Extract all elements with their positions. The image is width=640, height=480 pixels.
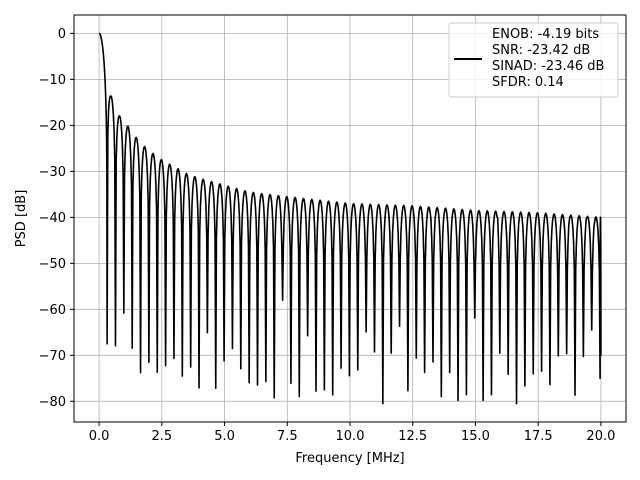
- legend: ENOB: -4.19 bits SNR: -23.42 dB SINAD: -…: [448, 22, 619, 98]
- y-tick-label: −50: [39, 257, 66, 272]
- x-tick-label: 20.0: [586, 429, 615, 444]
- x-tick-label: 12.5: [398, 429, 427, 444]
- y-tick-label: −40: [39, 211, 66, 226]
- x-tick-label: 2.5: [151, 429, 172, 444]
- x-tick-label: 5.0: [214, 429, 235, 444]
- x-tick-label: 15.0: [461, 429, 490, 444]
- x-axis-label: Frequency [MHz]: [295, 451, 404, 466]
- x-tick-label: 0.0: [89, 429, 110, 444]
- y-tick-label: −10: [39, 73, 66, 88]
- y-axis-label: PSD [dB]: [14, 190, 29, 248]
- axis-ticks: 0.0 2.5 5.0 7.5 10.0 12.5 15.0 17.5 20.0 0 −10 −20 −…: [39, 27, 616, 444]
- x-tick-label: 7.5: [277, 429, 298, 444]
- psd-line: [98, 32, 602, 405]
- legend-snr: SNR: -23.42 dB: [492, 43, 590, 58]
- legend-enob: ENOB: -4.19 bits: [492, 27, 599, 42]
- legend-box: [448, 22, 619, 98]
- x-tick-label: 10.0: [336, 429, 365, 444]
- y-tick-label: −70: [39, 349, 66, 364]
- legend-sinad: SINAD: -23.46 dB: [492, 59, 604, 74]
- psd-series: [98, 32, 602, 405]
- y-tick-label: −30: [39, 165, 66, 180]
- x-tick-label: 17.5: [524, 429, 553, 444]
- y-tick-label: −80: [39, 395, 66, 410]
- y-tick-label: 0: [58, 27, 66, 42]
- legend-sfdr: SFDR: 0.14: [492, 75, 564, 90]
- y-tick-label: −60: [39, 303, 66, 318]
- y-tick-label: −20: [39, 119, 66, 134]
